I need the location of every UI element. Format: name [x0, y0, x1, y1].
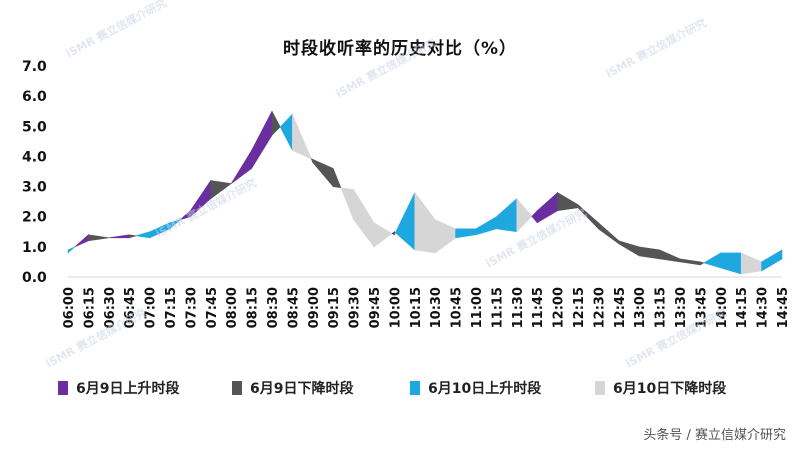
- y-tick-label: 1.0: [22, 240, 47, 256]
- band-segment: [496, 197, 518, 233]
- band-segment: [353, 188, 375, 248]
- band-segment: [292, 114, 312, 160]
- chart-title: 时段收听率的历史对比（%）: [282, 39, 518, 59]
- x-tick-label: 06:15: [82, 287, 97, 328]
- band-segment: [128, 234, 137, 239]
- band-segment: [279, 113, 293, 151]
- x-tick-label: 09:45: [368, 287, 383, 328]
- band-segment: [391, 231, 395, 236]
- x-tick-label: 11:00: [470, 287, 485, 328]
- source-credit: 头条号 / 赛立信媒介研究: [643, 428, 786, 443]
- band-segment: [210, 180, 232, 200]
- x-tick-label: 12:30: [592, 287, 607, 328]
- x-tick-label: 13:30: [674, 287, 689, 328]
- x-tick-label: 06:30: [103, 287, 118, 328]
- y-tick-label: 4.0: [22, 149, 47, 165]
- band-segment: [703, 252, 722, 269]
- band-segment: [618, 240, 640, 257]
- band-segment: [598, 222, 620, 245]
- band-segment: [679, 258, 701, 266]
- legend-label: 6月9日上升时段: [76, 381, 180, 397]
- band-segment: [434, 219, 456, 254]
- x-tick-label: 06:45: [123, 287, 138, 328]
- x-tick-label: 08:00: [225, 287, 240, 328]
- band-segment: [340, 187, 354, 220]
- legend-swatch: [232, 381, 242, 395]
- x-tick-label: 09:30: [348, 287, 363, 328]
- x-tick-label: 13:00: [633, 287, 648, 328]
- y-tick-label: 3.0: [22, 180, 47, 196]
- x-tick-label: 10:30: [429, 287, 444, 328]
- legend-item: 6月10日下降时段: [595, 378, 726, 398]
- legend-label: 6月9日下降时段: [250, 381, 354, 397]
- x-tick-label: 11:30: [511, 287, 526, 328]
- legend-item: 6月9日下降时段: [232, 378, 353, 398]
- y-tick-label: 0.0: [22, 270, 47, 286]
- band-segment: [659, 249, 681, 263]
- legend-item: 6月10日上升时段: [410, 378, 541, 398]
- band-segment: [312, 158, 334, 188]
- band-segment: [271, 111, 281, 137]
- x-tick-label: 09:15: [327, 287, 342, 328]
- x-tick-label: 12:00: [552, 287, 567, 328]
- x-tick-label: 08:30: [266, 287, 281, 328]
- band-segment: [516, 197, 533, 233]
- band-segment: [135, 231, 150, 239]
- legend-swatch: [58, 381, 68, 395]
- legend-label: 6月10日上升时段: [428, 381, 542, 397]
- x-tick-label: 14:30: [756, 287, 771, 328]
- band-segment: [638, 246, 660, 260]
- x-tick-label: 08:15: [246, 287, 261, 328]
- band-segment: [700, 261, 705, 266]
- x-tick-label: 07:45: [205, 287, 220, 328]
- legend-label: 6月10日下降时段: [613, 381, 727, 397]
- x-tick-label: 07:00: [144, 287, 159, 328]
- band-segment: [394, 231, 396, 235]
- x-tick-label: 12:15: [572, 287, 587, 328]
- x-tick-label: 10:45: [450, 287, 465, 328]
- x-tick-label: 12:45: [613, 287, 628, 328]
- x-tick-label: 11:15: [490, 287, 505, 328]
- x-tick-label: 13:15: [654, 287, 669, 328]
- band-segment: [761, 249, 783, 272]
- x-tick-label: 07:30: [184, 287, 199, 328]
- band-segment: [395, 192, 416, 251]
- legend: 6月9日上升时段 6月9日下降时段 6月10日上升时段 6月10日下降时段: [0, 378, 800, 402]
- x-tick-label: 09:00: [307, 287, 322, 328]
- y-tick-label: 7.0: [22, 59, 47, 75]
- x-tick-label: 11:45: [531, 287, 546, 328]
- band-segment: [74, 234, 89, 248]
- y-tick-label: 6.0: [22, 89, 47, 105]
- band-segment: [531, 209, 538, 224]
- band-segment: [455, 228, 477, 239]
- band-segment: [740, 252, 762, 275]
- band-segment: [67, 246, 75, 254]
- x-tick-label: 07:15: [164, 287, 179, 328]
- x-tick-label: 14:45: [776, 287, 791, 328]
- x-tick-label: 14:15: [735, 287, 750, 328]
- legend-swatch: [595, 381, 605, 395]
- legend-swatch: [410, 381, 420, 395]
- x-tick-label: 10:15: [409, 287, 424, 328]
- x-tick-label: 08:45: [286, 287, 301, 328]
- band-segment: [251, 111, 273, 170]
- y-tick-label: 5.0: [22, 119, 47, 135]
- y-tick-label: 2.0: [22, 210, 47, 226]
- legend-item: 6月9日上升时段: [58, 378, 179, 398]
- band-segment: [332, 168, 342, 189]
- band-segment: [720, 252, 742, 275]
- x-tick-label: 10:00: [388, 287, 403, 328]
- band-segment: [108, 234, 130, 239]
- x-tick-label: 14:00: [715, 287, 730, 328]
- band-segment: [414, 191, 436, 254]
- band-segment: [373, 222, 393, 248]
- x-tick-label: 13:45: [694, 287, 709, 328]
- band-segment: [88, 234, 109, 242]
- x-tick-label: 06:00: [62, 287, 77, 328]
- band-segment: [475, 216, 497, 236]
- band-segment: [169, 219, 181, 230]
